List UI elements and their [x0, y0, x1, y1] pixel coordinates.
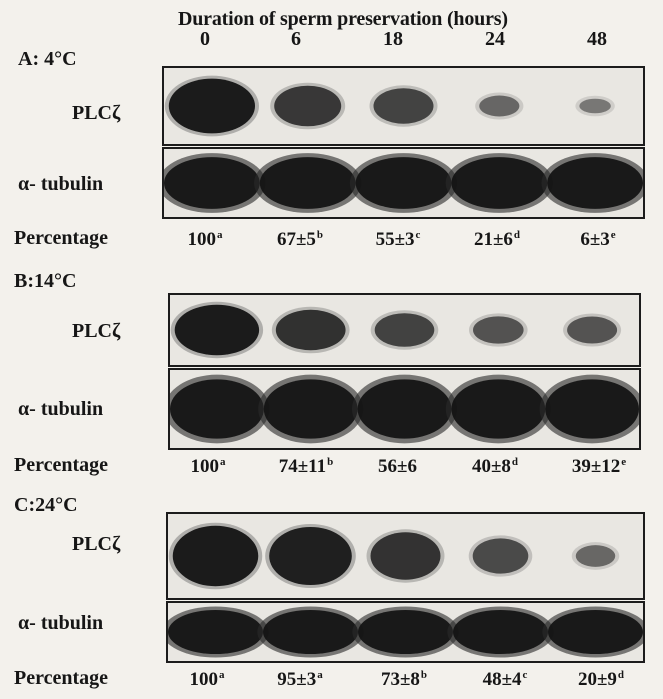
plc-zeta-bands: [170, 301, 622, 359]
tubulin-bands: [164, 153, 643, 213]
blot-band: [259, 157, 356, 209]
blot-band: [358, 609, 453, 655]
blot-band: [472, 538, 529, 574]
tubulin-bands: [168, 606, 643, 658]
tubulin-blot: [166, 601, 645, 663]
blot-band: [579, 98, 611, 114]
hour-label: 24: [485, 28, 505, 50]
percentage-value: 74±11b: [278, 456, 334, 477]
blot-band: [263, 609, 358, 655]
percentage-value: 56±6: [378, 456, 417, 477]
blot-band: [269, 526, 352, 586]
percentage-value: 39±12e: [571, 456, 627, 477]
percentage-value: 67±5b: [276, 229, 324, 250]
blot-band: [263, 379, 358, 439]
blot-band: [479, 95, 520, 117]
blot-band: [370, 532, 441, 580]
blot-band: [174, 304, 260, 356]
panel-title: A: 4°C: [18, 48, 77, 70]
tubulin-bands: [170, 374, 639, 444]
percentage-value: 40±8d: [471, 456, 519, 477]
blot-band: [567, 316, 618, 344]
percentage-label: Percentage: [14, 667, 109, 689]
blot-band: [547, 157, 643, 209]
panel-title: C:24°C: [14, 494, 78, 516]
percentage-label: Percentage: [14, 454, 109, 476]
percentage-label: Percentage: [14, 227, 109, 249]
percentage-value: 21±6d: [473, 229, 521, 250]
figure-header-title: Duration of sperm preservation (hours): [178, 8, 508, 30]
tubulin-blot: [162, 147, 645, 219]
plc-zeta-label: PLCζ: [72, 533, 121, 555]
plc-zeta-bands: [168, 522, 620, 590]
percentage-value: 48±4c: [482, 669, 528, 690]
blot-band: [355, 157, 452, 209]
blot-band: [548, 609, 643, 655]
plc-zeta-label: PLCζ: [72, 320, 121, 342]
percentage-value: 20±9d: [577, 669, 625, 690]
blot-band: [473, 316, 524, 344]
hour-label: 48: [587, 28, 607, 50]
tubulin-label: α- tubulin: [18, 398, 104, 420]
plc-zeta-bands: [164, 75, 615, 137]
blot-band: [275, 309, 346, 351]
plc-zeta-blot: [168, 293, 641, 367]
tubulin-blot: [168, 368, 641, 450]
blot-band: [170, 379, 264, 439]
tubulin-label: α- tubulin: [18, 612, 104, 634]
hour-label: 18: [383, 28, 403, 50]
blot-band: [172, 525, 259, 587]
percentage-value: 55±3c: [375, 229, 421, 250]
blot-band: [168, 609, 263, 655]
blot-band: [545, 379, 639, 439]
percentage-value: 100a: [189, 669, 225, 690]
tubulin-label: α- tubulin: [18, 173, 104, 195]
blot-band: [453, 609, 548, 655]
plc-zeta-blot: [166, 512, 645, 600]
blot-band: [274, 85, 342, 127]
percentage-value: 100a: [190, 456, 226, 477]
blot-band: [168, 78, 256, 134]
plc-zeta-label: PLCζ: [72, 102, 121, 124]
percentage-value: 95±3a: [277, 669, 323, 690]
percentage-value: 73±8b: [380, 669, 428, 690]
percentage-value: 6±3e: [580, 229, 616, 250]
blot-band: [373, 88, 434, 124]
blot-band: [575, 545, 616, 567]
blot-band: [451, 379, 546, 439]
hour-label: 6: [291, 28, 301, 50]
percentage-value: 100a: [187, 229, 223, 250]
panel-title: B:14°C: [14, 270, 77, 292]
blot-band: [164, 157, 260, 209]
blot-band: [374, 313, 435, 347]
blot-band: [357, 379, 452, 439]
plc-zeta-blot: [162, 66, 645, 146]
blot-band: [451, 157, 548, 209]
hour-label: 0: [200, 28, 210, 50]
blot-band: [575, 95, 615, 117]
